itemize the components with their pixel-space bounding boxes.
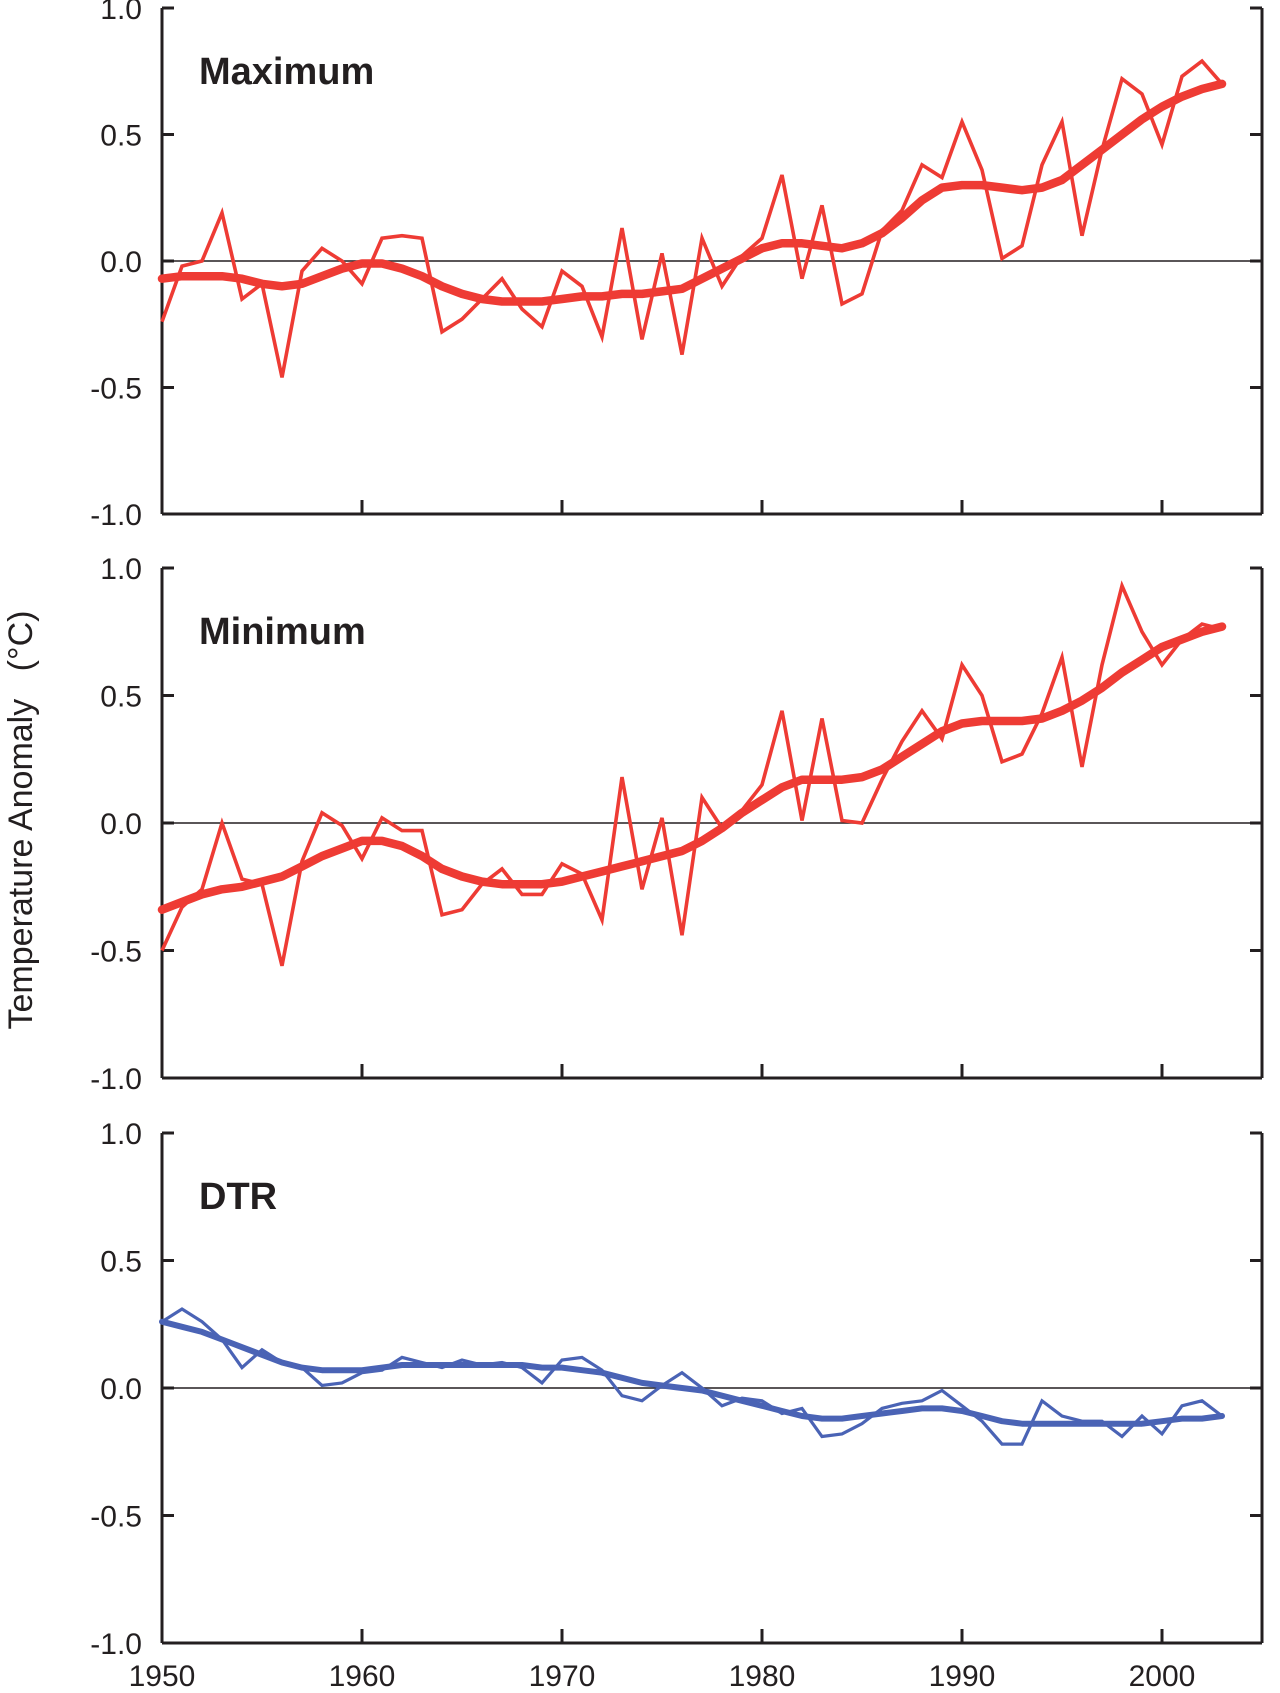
series-smoothed — [157, 79, 1227, 306]
y-tick-label: -0.5 — [90, 936, 142, 969]
y-tick-label: 0.0 — [100, 808, 142, 841]
panel-minimum: -1.0 -0.5 0.0 0.5 1.0 Minimum — [90, 553, 1264, 1096]
x-tick-label: 2000 — [1129, 1660, 1196, 1693]
y-tick-label: 0.5 — [100, 681, 142, 714]
y-tick-label: 1.0 — [100, 0, 142, 26]
series-annual — [160, 58, 1224, 378]
series-smoothed — [157, 622, 1227, 914]
panel-label: Minimum — [199, 611, 366, 653]
x-tick-label: 1990 — [929, 1660, 996, 1693]
x-tick-label: 1980 — [729, 1660, 796, 1693]
y-tick-label: 1.0 — [100, 553, 142, 586]
y-tick-label: -1.0 — [90, 1063, 142, 1096]
panel-maximum: -1.0 -0.5 0.0 0.5 1.0 Maximum — [90, 0, 1264, 532]
y-tick-label: -0.5 — [90, 1501, 142, 1534]
y-axis-title-text: Temperature Anomaly — [2, 699, 40, 1030]
x-tick-label: 1970 — [529, 1660, 596, 1693]
y-axis-title: Temperature Anomaly (°C) — [2, 611, 40, 1030]
series-smoothed — [159, 1318, 1225, 1427]
panels: -1.0 -0.5 0.0 0.5 1.0 Maximum -1.0 -0.5 0.0 0.5 1.… — [90, 0, 1264, 1693]
panel-dtr: -1.0 -0.5 0.0 0.5 1.0 1950 1960 1970 1980 1990 200… — [90, 1118, 1264, 1693]
panel-label: DTR — [199, 1176, 277, 1218]
panel-label: Maximum — [199, 51, 374, 93]
x-tick-label: 1950 — [129, 1660, 196, 1693]
x-tick-label: 1960 — [329, 1660, 396, 1693]
y-tick-label: -1.0 — [90, 1628, 142, 1661]
y-tick-label: -0.5 — [90, 373, 142, 406]
series-annual — [160, 580, 1223, 967]
y-tick-label: -1.0 — [90, 499, 142, 532]
series-annual — [161, 1307, 1223, 1446]
y-tick-label: 0.5 — [100, 120, 142, 153]
y-tick-label: 1.0 — [100, 1118, 142, 1151]
y-tick-label: 0.0 — [100, 1373, 142, 1406]
y-axis-title-unit: (°C) — [2, 611, 40, 672]
y-tick-label: 0.0 — [100, 246, 142, 279]
y-tick-label: 0.5 — [100, 1246, 142, 1279]
